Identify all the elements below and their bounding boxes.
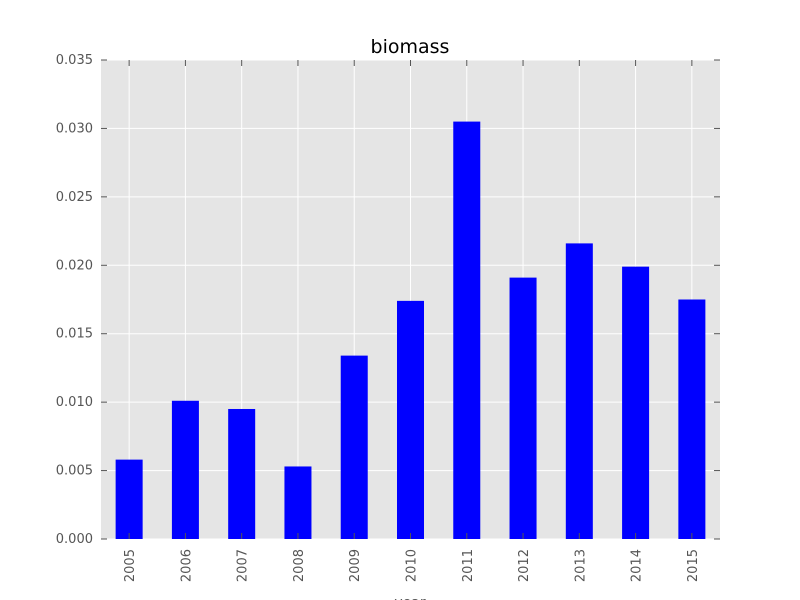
y-tick-label: 0.030 [56, 121, 93, 136]
bar-2007 [228, 408, 256, 539]
bar-2010 [396, 300, 425, 539]
x-tick-label: 2008 [292, 549, 307, 582]
y-tick-labels: 0.000 0.005 0.010 0.015 0.020 0.025 0.030 0.035 [56, 53, 93, 547]
tick-marks [101, 59, 720, 540]
x-axis-label: year [394, 595, 425, 600]
bar-2008 [284, 466, 312, 539]
x-tick-label: 2006 [179, 549, 194, 582]
x-tick-labels: 2005 2006 2007 2008 2009 2010 2011 2012 2013 2014… [123, 549, 701, 582]
x-tick-label: 2005 [123, 549, 138, 582]
bar-2012 [509, 277, 537, 539]
x-tick-label: 2010 [405, 549, 420, 582]
y-tick-label: 0.020 [56, 258, 93, 273]
y-tick-label: 0.010 [56, 395, 93, 410]
bar-2014 [622, 266, 650, 539]
bar-2013 [565, 243, 593, 540]
x-tick-label: 2012 [517, 549, 532, 582]
bars [115, 121, 706, 540]
x-tick-label: 2013 [573, 549, 588, 582]
x-tick-label: 2011 [461, 549, 476, 582]
y-tick-label: 0.015 [56, 327, 93, 342]
x-tick-label: 2014 [630, 549, 645, 582]
bar-2005 [115, 459, 143, 539]
x-tick-label: 2009 [348, 549, 363, 582]
chart-title: biomass [371, 36, 450, 58]
y-tick-label: 0.000 [56, 532, 93, 547]
bar-2009 [340, 355, 368, 539]
bar-2011 [453, 121, 481, 539]
bar-2006 [171, 400, 199, 539]
bar-2015 [678, 299, 706, 539]
x-tick-label: 2007 [236, 549, 251, 582]
y-tick-label: 0.025 [56, 190, 93, 205]
y-tick-label: 0.035 [56, 53, 93, 68]
y-tick-label: 0.005 [56, 464, 93, 479]
x-tick-label: 2015 [686, 549, 701, 582]
